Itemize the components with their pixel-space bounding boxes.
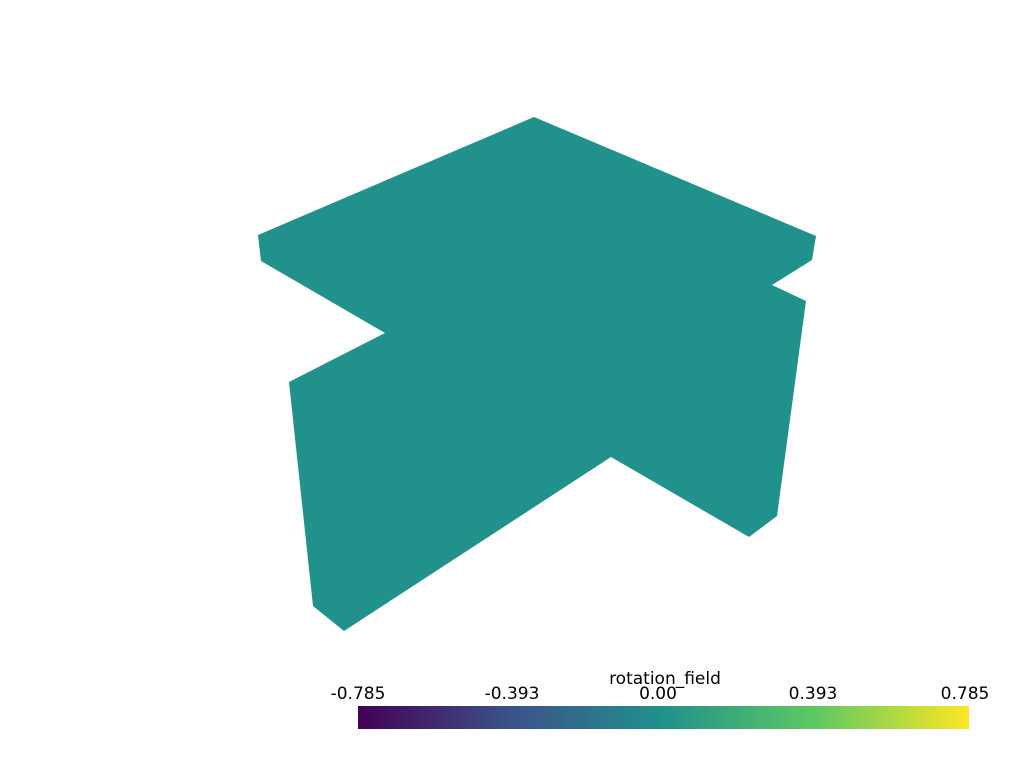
colorbar-tick-low: -0.393 (484, 684, 540, 704)
colorbar-tick-high: 0.393 (788, 684, 838, 704)
colorbar-tick-max: 0.785 (940, 684, 990, 704)
colorbar-tick-min: -0.785 (330, 684, 386, 704)
colorbar-title: rotation_field (609, 669, 721, 689)
mesh-surface[interactable] (258, 117, 816, 631)
colorbar-gradient (358, 706, 969, 729)
colorbar-tick-mid: 0.00 (639, 684, 677, 704)
